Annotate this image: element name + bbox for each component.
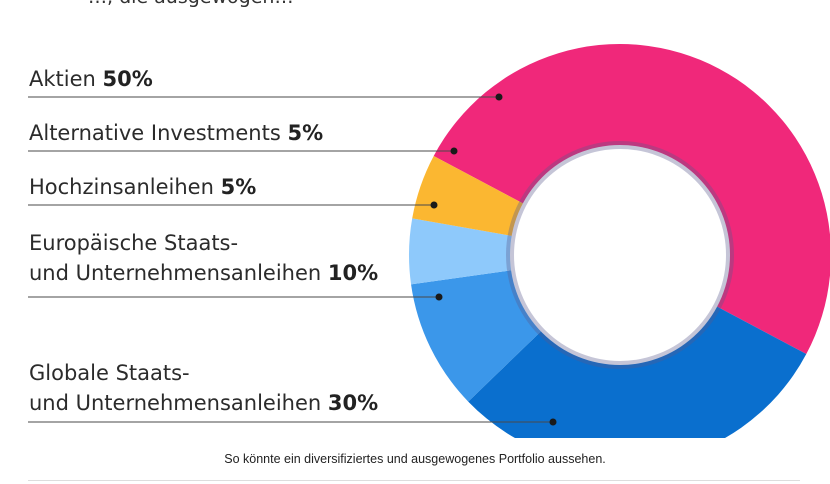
label-alternative-name: Alternative Investments (29, 121, 288, 145)
slice-aktien (433, 44, 830, 355)
label-aktien-value: 50% (102, 67, 153, 91)
label-hochzins-name: Hochzinsanleihen (29, 175, 221, 199)
label-hochzinsanleihen: Hochzinsanleihen 5% (29, 172, 256, 202)
header-fragment: …, die ausgewogen… (88, 0, 293, 8)
label-aktien-name: Aktien (29, 67, 103, 91)
label-europa-line2: und Unternehmensanleihen (29, 261, 328, 285)
leader-europa-dot (435, 293, 443, 301)
label-global-line2: und Unternehmensanleihen (29, 391, 328, 415)
label-hochzins-value: 5% (220, 175, 257, 199)
label-europaeische-anleihen: Europäische Staats- und Unternehmensanle… (29, 228, 378, 288)
leader-global-dot (549, 418, 557, 426)
bottom-divider (28, 480, 800, 481)
leader-alternative-dot (450, 147, 458, 155)
label-europa-line1: Europäische Staats- (29, 231, 239, 255)
label-global-value: 30% (327, 391, 379, 415)
label-alternative-value: 5% (287, 121, 324, 145)
label-aktien: Aktien 50% (29, 64, 153, 94)
label-global-line1: Globale Staats- (29, 361, 190, 385)
leader-aktien-dot (495, 93, 503, 101)
inner-ring (506, 141, 734, 369)
slice-alternative-investments (412, 155, 526, 237)
label-europa-value: 10% (327, 261, 379, 285)
chart-caption: So könnte ein diversifiziertes und ausge… (224, 452, 606, 466)
label-alternative-investments: Alternative Investments 5% (29, 118, 323, 148)
label-globale-anleihen: Globale Staats- und Unternehmensanleihen… (29, 358, 378, 418)
slice-europäische-staats-und-unternehmensanleihen (411, 269, 544, 402)
leader-hochzins-dot (430, 201, 438, 209)
slice-hochzinsanleihen (409, 218, 515, 285)
